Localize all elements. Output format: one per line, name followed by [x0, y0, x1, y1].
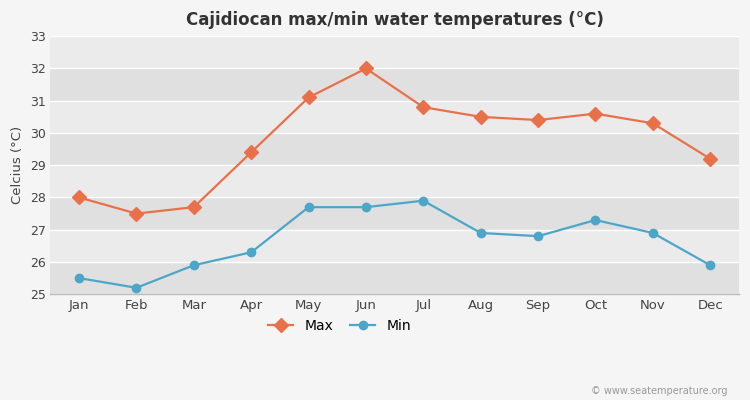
Max: [591, 111, 600, 116]
Min: [419, 198, 428, 203]
Line: Min: Min: [75, 196, 714, 292]
Legend: Max, Min: Max, Min: [262, 314, 416, 339]
Max: [533, 118, 542, 122]
Min: [533, 234, 542, 238]
Bar: [50, 36, 739, 68]
Max: [648, 121, 657, 126]
Min: [476, 230, 485, 235]
Max: [362, 66, 370, 71]
Bar: [50, 165, 739, 198]
Min: [247, 250, 256, 255]
Bar: [50, 133, 739, 165]
Max: [74, 195, 83, 200]
Max: [706, 156, 715, 161]
Min: [591, 218, 600, 222]
Bar: [50, 198, 739, 230]
Min: [189, 263, 198, 268]
Max: [189, 205, 198, 210]
Min: [706, 263, 715, 268]
Line: Max: Max: [74, 64, 715, 218]
Title: Cajidiocan max/min water temperatures (°C): Cajidiocan max/min water temperatures (°…: [186, 11, 604, 29]
Bar: [50, 262, 739, 294]
Min: [74, 276, 83, 280]
Max: [304, 95, 313, 100]
Min: [648, 230, 657, 235]
Max: [247, 150, 256, 155]
Min: [362, 205, 370, 210]
Bar: [50, 68, 739, 101]
Min: [132, 285, 141, 290]
Max: [476, 114, 485, 119]
Max: [132, 211, 141, 216]
Y-axis label: Celcius (°C): Celcius (°C): [11, 126, 24, 204]
Bar: [50, 230, 739, 262]
Min: [304, 205, 313, 210]
Bar: [50, 101, 739, 133]
Text: © www.seatemperature.org: © www.seatemperature.org: [591, 386, 728, 396]
Max: [419, 105, 428, 110]
